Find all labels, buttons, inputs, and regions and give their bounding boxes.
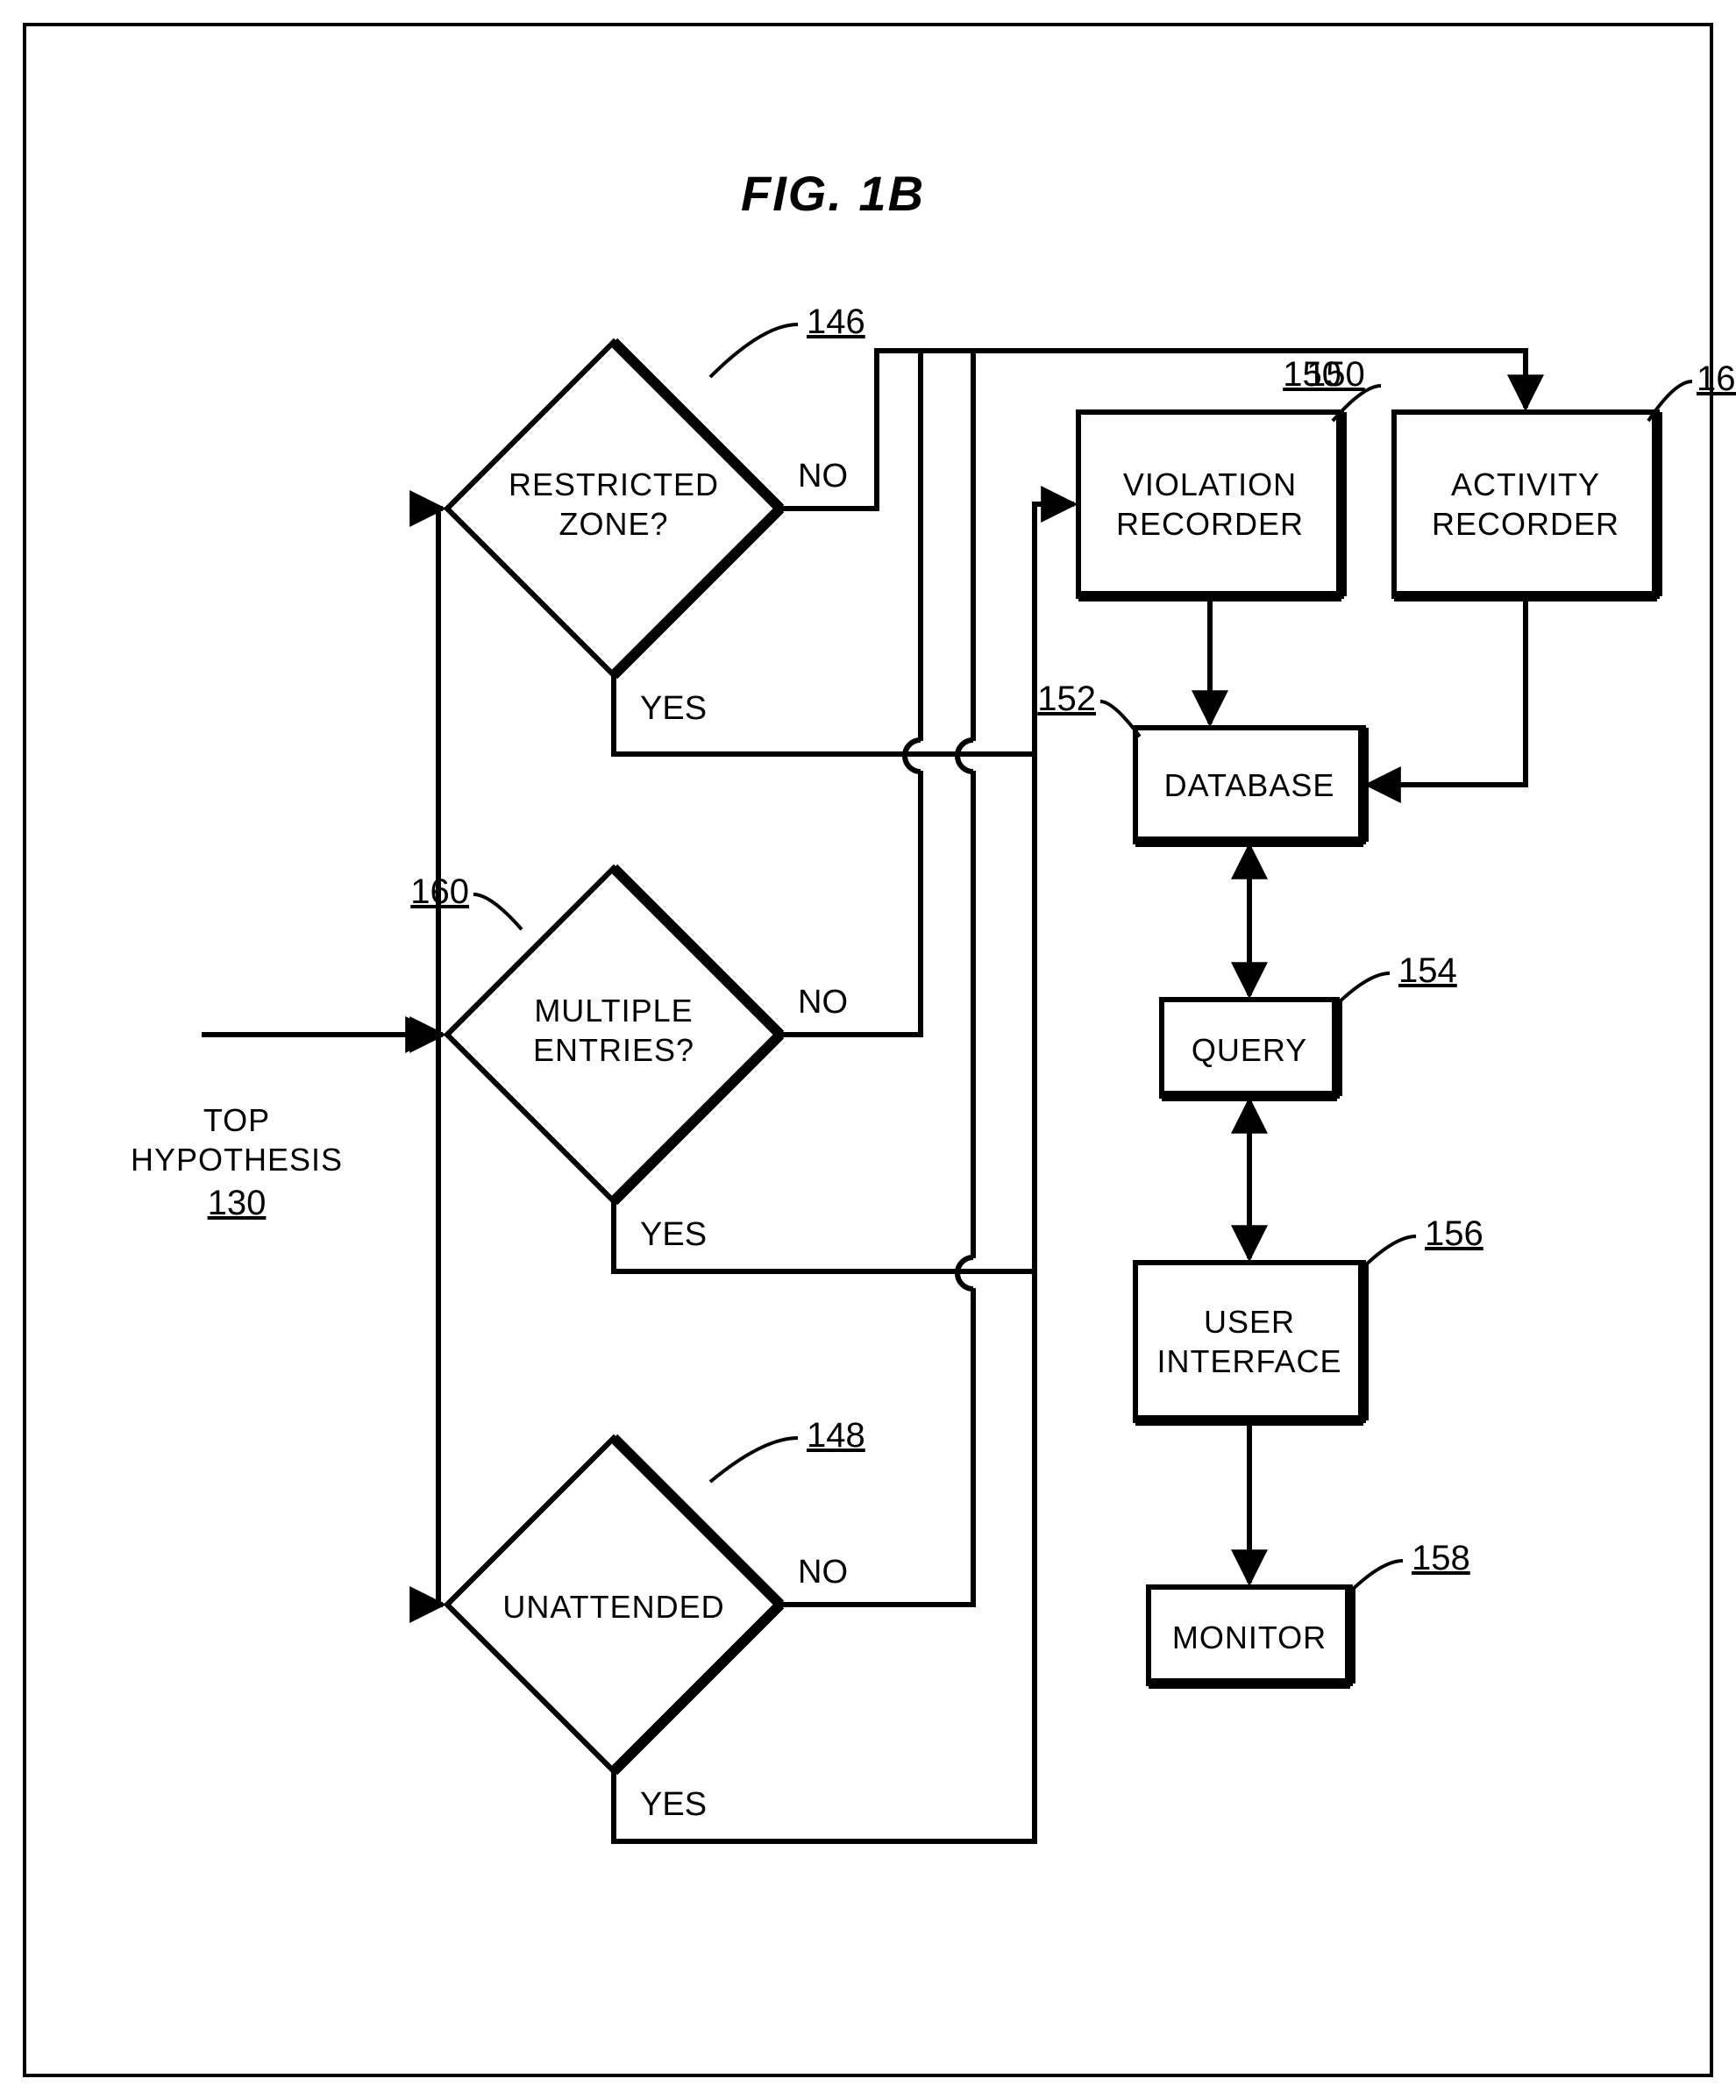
edge-d2-no-seg1 [780, 351, 921, 1035]
box-monitor: MONITOR [1149, 1587, 1350, 1684]
d2-ref-leader [473, 894, 522, 929]
query-label: QUERY [1192, 1032, 1307, 1068]
violation-label-1: VIOLATION [1123, 466, 1297, 502]
figure-title: FIG. 1B [741, 166, 925, 221]
decision-restricted-zone: RESTRICTED ZONE? [447, 342, 780, 675]
d1-label-1: RESTRICTED [509, 466, 719, 502]
box-activity-recorder: ACTIVITY RECORDER [1394, 412, 1657, 596]
edge-activity-to-database [1368, 601, 1526, 785]
database-ref: 152 [1037, 680, 1096, 718]
d1-ref-leader [710, 324, 798, 377]
monitor-ref: 158 [1412, 1539, 1470, 1577]
d1-ref: 146 [807, 303, 865, 341]
ui-label-1: USER [1204, 1304, 1295, 1340]
query-ref: 154 [1398, 951, 1457, 990]
ui-ref: 156 [1425, 1214, 1483, 1253]
activity-ref: 162 [1697, 359, 1736, 398]
activity-label-1: ACTIVITY [1451, 466, 1600, 502]
box-violation-recorder: VIOLATION RECORDER [1078, 412, 1341, 596]
d3-label-1: UNATTENDED [502, 1589, 724, 1625]
decision-multiple-entries: MULTIPLE ENTRIES? [447, 868, 780, 1201]
database-label: DATABASE [1164, 767, 1335, 803]
violation-label-2: RECORDER [1116, 506, 1304, 542]
d1-yes-label: YES [640, 690, 707, 727]
d1-no-label: NO [798, 458, 848, 495]
d2-ref: 160 [410, 872, 469, 911]
d2-no-label: NO [798, 984, 848, 1021]
input-label-1: TOP [203, 1102, 270, 1138]
decision-unattended: UNATTENDED [447, 1438, 780, 1771]
box-database: DATABASE [1135, 728, 1363, 842]
box-query: QUERY [1162, 1000, 1337, 1096]
d3-ref-leader [710, 1438, 798, 1482]
d2-yes-label: YES [640, 1216, 707, 1253]
page-border [25, 25, 1711, 2075]
d2-label-2: ENTRIES? [533, 1032, 694, 1068]
monitor-label: MONITOR [1172, 1619, 1327, 1655]
d2-label-1: MULTIPLE [534, 993, 693, 1029]
ui-label-2: INTERFACE [1156, 1343, 1341, 1379]
violation-ref-fix: 150 [1306, 355, 1365, 394]
d3-ref: 148 [807, 1416, 865, 1455]
figure-1b: FIG. 1B TOP HYPOTHESIS 130 RESTRICTED ZO… [0, 0, 1736, 2100]
database-ref-leader [1100, 701, 1140, 737]
input-ref: 130 [208, 1184, 267, 1222]
d1-label-2: ZONE? [559, 506, 668, 542]
d3-yes-label: YES [640, 1786, 707, 1823]
input-label-2: HYPOTHESIS [131, 1142, 343, 1178]
d3-no-label: NO [798, 1554, 848, 1591]
activity-label-2: RECORDER [1432, 506, 1619, 542]
box-user-interface: USER INTERFACE [1135, 1263, 1363, 1420]
